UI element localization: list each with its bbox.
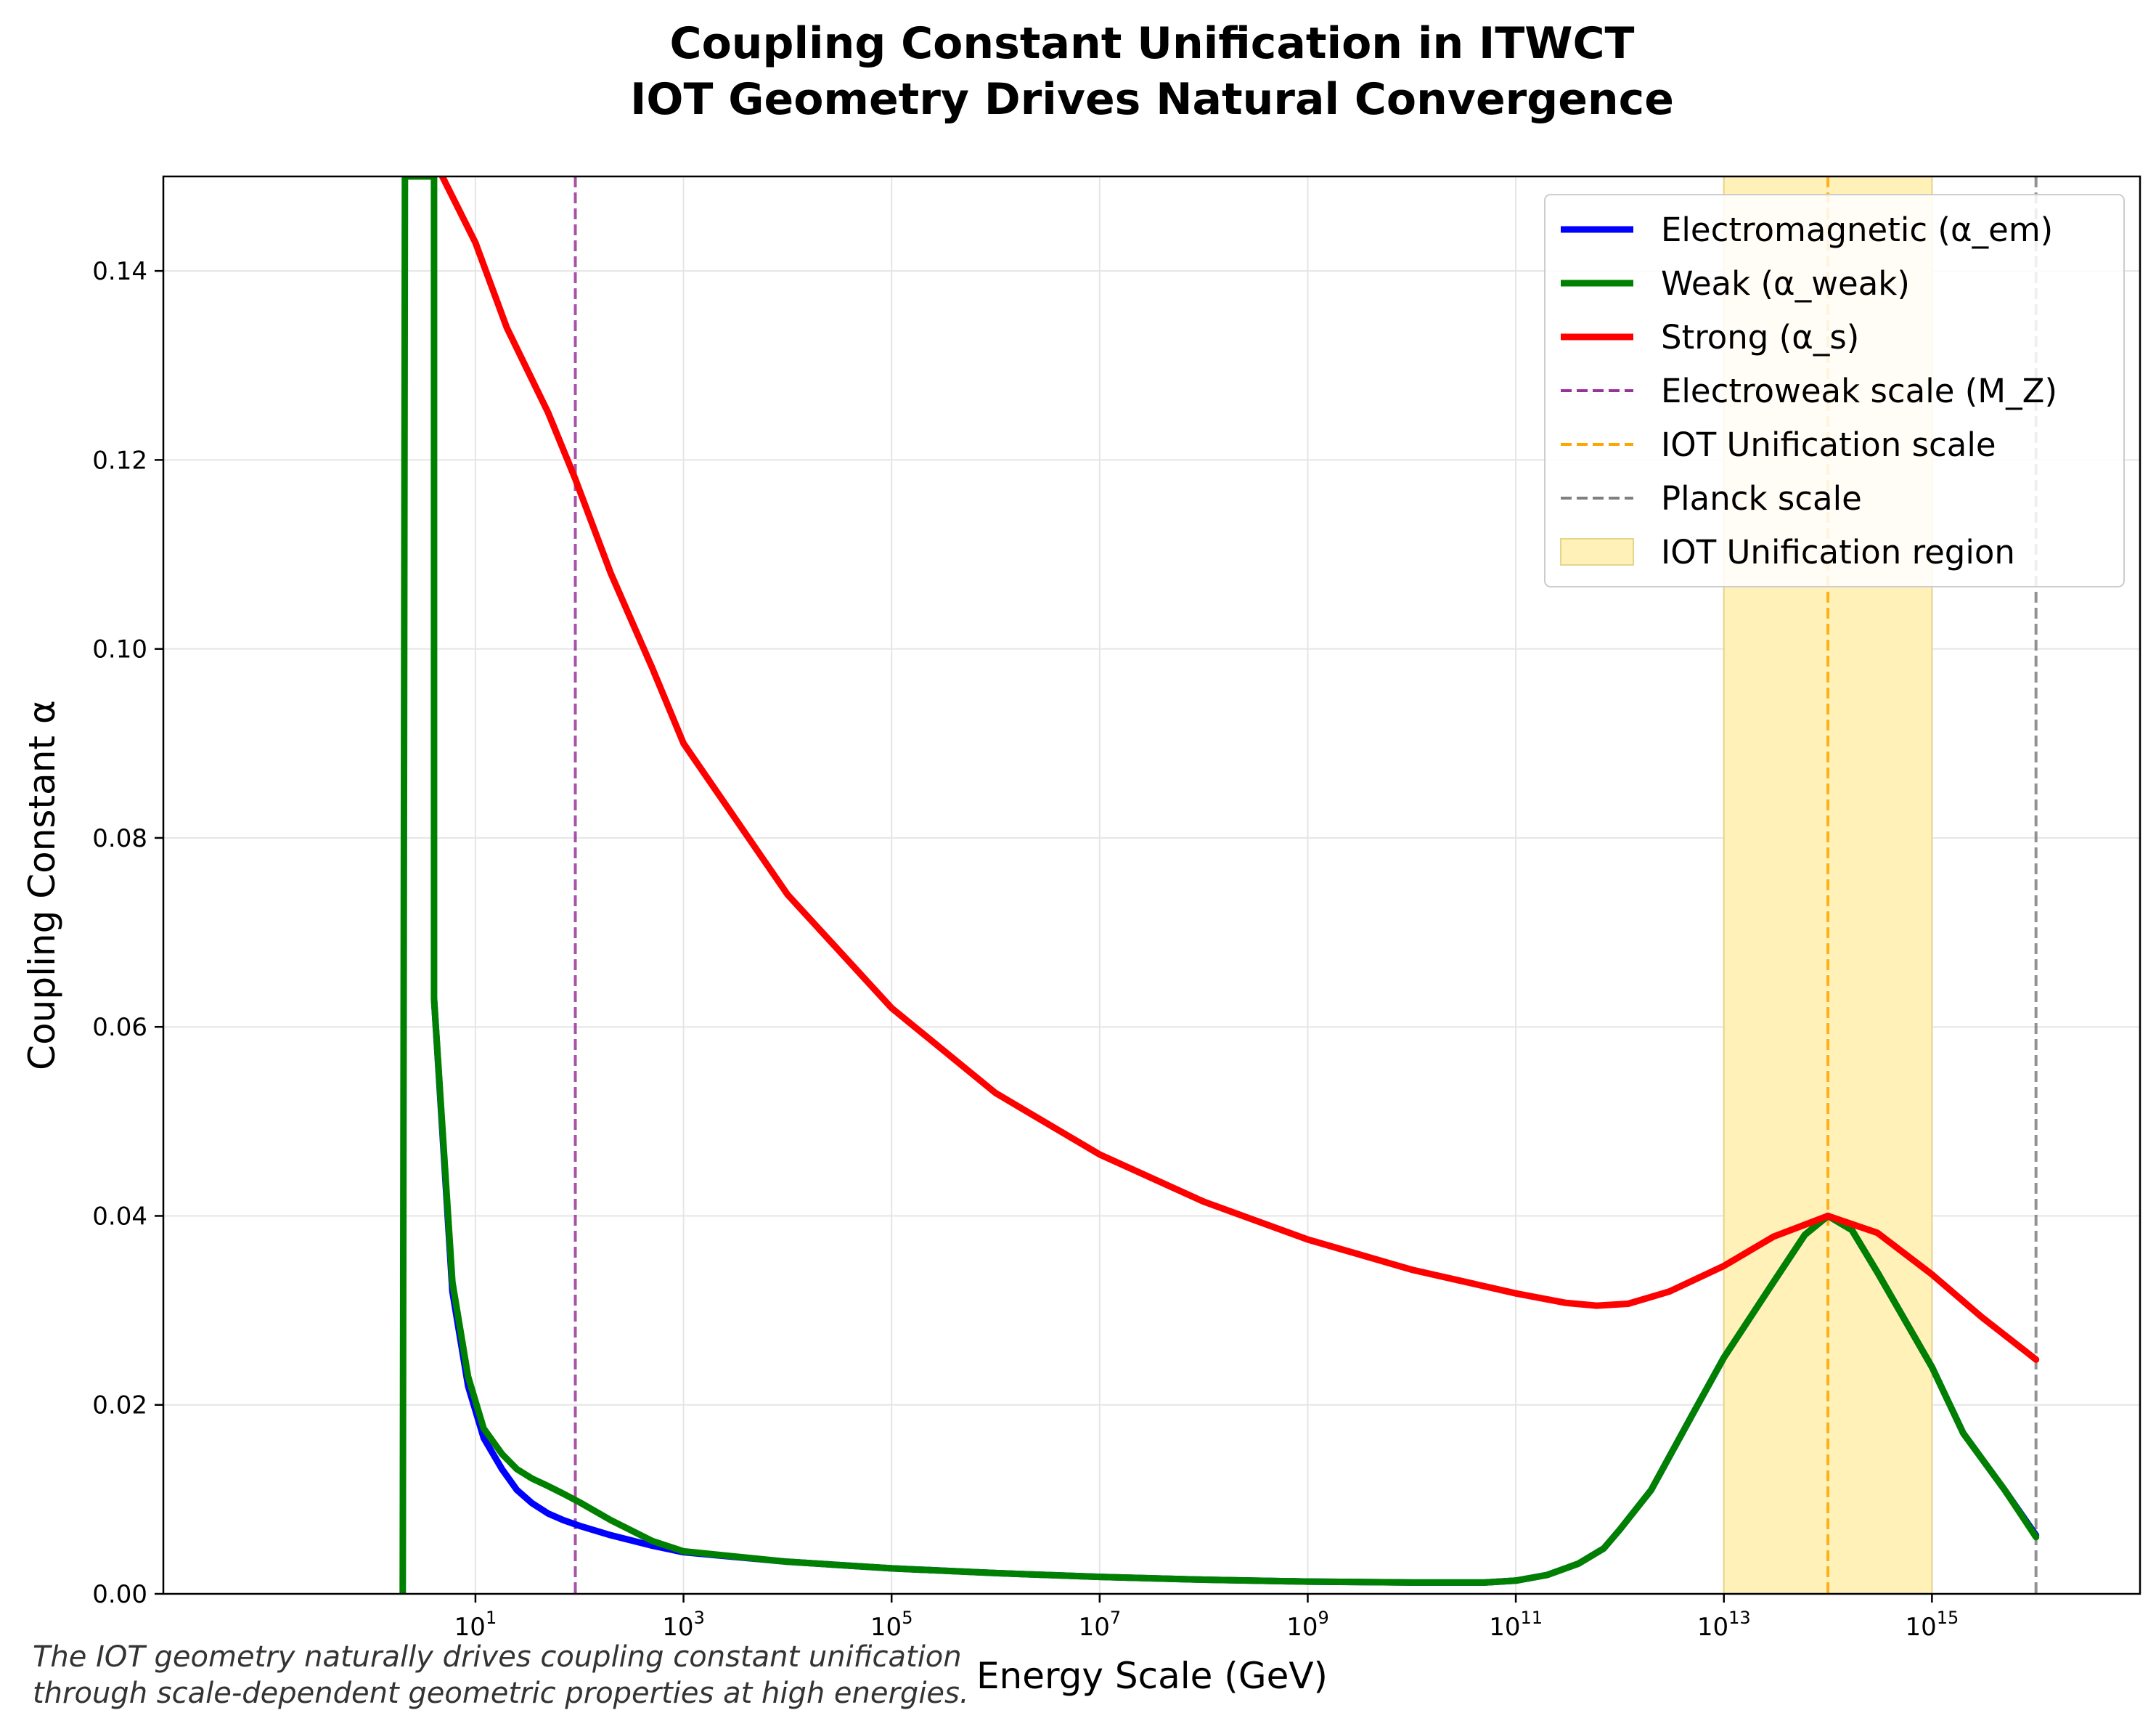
- plot-frame: [162, 175, 2141, 1595]
- x-tick-label: 101: [454, 1608, 497, 1642]
- x-tick-label: 1015: [1905, 1608, 1959, 1642]
- x-tick-label: 105: [870, 1608, 913, 1642]
- series-lines: [399, 176, 2040, 1594]
- x-tick-label: 107: [1079, 1608, 1122, 1642]
- y-tick-label: 0.02: [92, 1391, 147, 1420]
- legend-label: Electromagnetic (α_em): [1661, 211, 2053, 249]
- caption: The IOT geometry naturally drives coupli…: [33, 1640, 969, 1710]
- legend-label: Weak (α_weak): [1661, 264, 1910, 303]
- y-tick-label: 0.14: [92, 257, 147, 286]
- caption-line-2: through scale-dependent geometric proper…: [33, 1677, 969, 1710]
- y-tick-label: 0.00: [92, 1580, 147, 1609]
- chart-subtitle: IOT Geometry Drives Natural Convergence: [630, 74, 1674, 125]
- legend-swatch-region: [1560, 538, 1634, 566]
- x-tick-label: 1011: [1489, 1608, 1543, 1642]
- y-tick-label: 0.08: [92, 824, 147, 853]
- legend-label: Electroweak scale (M_Z): [1661, 372, 2057, 410]
- x-tick-label: 103: [662, 1608, 705, 1642]
- x-tick-label: 109: [1286, 1608, 1329, 1642]
- y-tick-label: 0.12: [92, 446, 147, 475]
- series-line: [399, 176, 2040, 1594]
- chart-title: Coupling Constant Unification in ITWCT: [670, 18, 1635, 69]
- legend-label: IOT Unification region: [1661, 533, 2015, 571]
- legend-label: IOT Unification scale: [1661, 426, 1996, 464]
- y-tick-label: 0.04: [92, 1202, 147, 1231]
- caption-line-1: The IOT geometry naturally drives coupli…: [33, 1640, 962, 1674]
- reference-lines: [573, 176, 2038, 1594]
- y-tick-label: 0.10: [92, 635, 147, 664]
- legend-label: Planck scale: [1661, 479, 1862, 518]
- x-tick-label: 1013: [1697, 1608, 1751, 1642]
- legend-box: [1544, 194, 2125, 587]
- y-axis-label: Coupling Constant α: [21, 700, 63, 1070]
- series-line: [438, 176, 2040, 1363]
- x-axis-label: Energy Scale (GeV): [976, 1655, 1328, 1697]
- legend: Electromagnetic (α_em) Weak (α_weak) Stron…: [1544, 194, 2125, 587]
- axis-ticks: 0.00 0.02 0.04 0.06 0.08 0.10 0.12 0.14 101 103 10…: [92, 257, 1959, 1642]
- y-tick-label: 0.06: [92, 1013, 147, 1042]
- legend-label: Strong (α_s): [1661, 318, 1859, 357]
